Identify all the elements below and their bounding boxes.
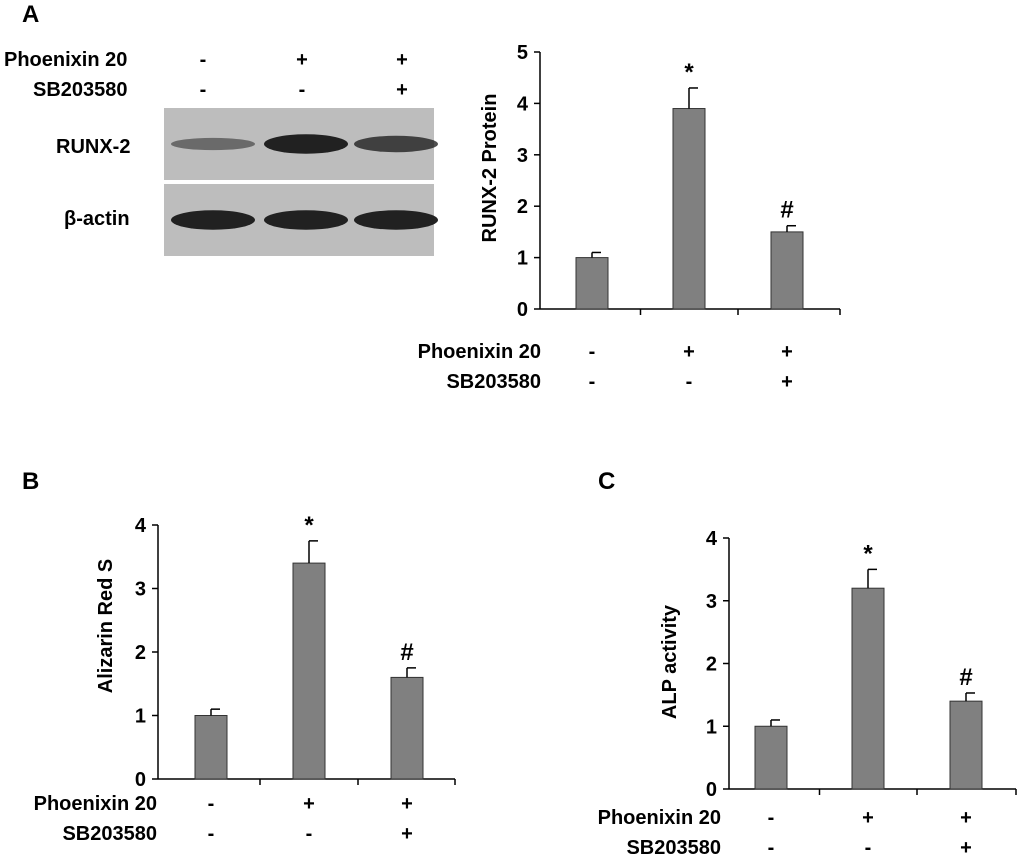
- condition-label: Phoenixin 20: [34, 793, 157, 815]
- significance-marker: *: [304, 512, 314, 539]
- blot-condition-table: Phoenixin 20 - + + SB203580 - - +: [4, 49, 408, 101]
- blot-condition-mark: -: [299, 79, 306, 101]
- y-tick-label: 4: [706, 528, 718, 550]
- y-tick-label: 4: [517, 93, 529, 115]
- condition-mark: +: [862, 807, 874, 829]
- condition-mark: -: [768, 837, 775, 859]
- bar: [770, 231, 804, 310]
- condition-mark: -: [589, 371, 596, 393]
- condition-mark: -: [865, 837, 872, 859]
- blot-condition-label: Phoenixin 20: [4, 49, 127, 71]
- condition-mark: -: [589, 341, 596, 363]
- bar: [949, 700, 983, 790]
- y-tick-label: 0: [706, 779, 717, 801]
- y-axis-label: ALP activity: [659, 604, 681, 719]
- beta-actin-bands: [171, 210, 438, 230]
- blot-band: [171, 137, 255, 151]
- condition-mark: -: [768, 807, 775, 829]
- y-tick-label: 2: [517, 196, 528, 218]
- y-axis-label: Alizarin Red S: [95, 559, 117, 693]
- condition-mark: -: [208, 793, 215, 815]
- y-tick-label: 1: [706, 716, 717, 738]
- western-blot: RUNX-2 β-actin: [56, 108, 438, 256]
- bar: [194, 715, 228, 780]
- condition-label: SB203580: [446, 371, 541, 393]
- condition-mark: +: [683, 341, 695, 363]
- condition-mark: -: [686, 371, 693, 393]
- blot-band: [264, 210, 348, 230]
- y-tick-label: 1: [517, 248, 528, 270]
- bar: [672, 108, 706, 310]
- chart-runx2-protein: 0 1 2 3 4 5 RUNX-2 Protein * # Phoenixin 20 - + + SB2…: [418, 42, 841, 393]
- y-tick-label: 4: [135, 515, 147, 537]
- blot-band: [354, 135, 438, 153]
- bar: [292, 562, 326, 780]
- panel-label-a: A: [22, 1, 39, 28]
- condition-mark: +: [960, 837, 972, 859]
- bar: [754, 725, 788, 790]
- y-tick-label: 3: [706, 591, 717, 613]
- condition-mark: +: [781, 341, 793, 363]
- bar: [851, 587, 885, 790]
- condition-mark: +: [960, 807, 972, 829]
- significance-marker: *: [863, 540, 873, 567]
- condition-mark: +: [781, 371, 793, 393]
- blot-condition-mark: +: [296, 49, 308, 71]
- y-tick-label: 5: [517, 42, 528, 64]
- significance-marker: #: [959, 664, 972, 691]
- condition-mark: +: [401, 793, 413, 815]
- chart-alizarin-red: 0 1 2 3 4 Alizarin Red S * # Phoenixin 20 - + + SB20…: [34, 512, 456, 845]
- runx2-bands: [171, 134, 438, 154]
- blot-band: [354, 210, 438, 230]
- blot-condition-mark: -: [200, 79, 207, 101]
- blot-condition-mark: +: [396, 49, 408, 71]
- chart-alp-activity: 0 1 2 3 4 ALP activity * # Phoenixin 20 - + + SB2035…: [598, 528, 1017, 859]
- blot-band: [171, 210, 255, 230]
- bar: [390, 676, 424, 780]
- condition-mark: +: [401, 823, 413, 845]
- y-tick-label: 1: [135, 706, 146, 728]
- y-tick-label: 0: [135, 769, 146, 791]
- blot-condition-mark: +: [396, 79, 408, 101]
- condition-mark: -: [208, 823, 215, 845]
- condition-label: SB203580: [626, 837, 721, 859]
- blot-condition-mark: -: [200, 49, 207, 71]
- y-tick-label: 0: [517, 299, 528, 321]
- significance-marker: #: [400, 639, 413, 666]
- significance-marker: *: [684, 59, 694, 86]
- condition-label: Phoenixin 20: [418, 341, 541, 363]
- y-tick-label: 3: [135, 579, 146, 601]
- blot-band: [264, 134, 348, 154]
- blot-row-label: β-actin: [64, 208, 130, 230]
- bar: [575, 257, 609, 310]
- condition-label: Phoenixin 20: [598, 807, 721, 829]
- y-tick-label: 2: [135, 642, 146, 664]
- panel-label-b: B: [22, 468, 39, 495]
- significance-marker: #: [780, 197, 793, 224]
- y-tick-label: 2: [706, 654, 717, 676]
- y-axis-label: RUNX-2 Protein: [479, 94, 501, 243]
- blot-row-label: RUNX-2: [56, 136, 130, 158]
- condition-mark: -: [306, 823, 313, 845]
- panel-label-c: C: [598, 468, 615, 495]
- condition-label: SB203580: [62, 823, 157, 845]
- y-tick-label: 3: [517, 145, 528, 167]
- blot-condition-label: SB203580: [33, 79, 128, 101]
- condition-mark: +: [303, 793, 315, 815]
